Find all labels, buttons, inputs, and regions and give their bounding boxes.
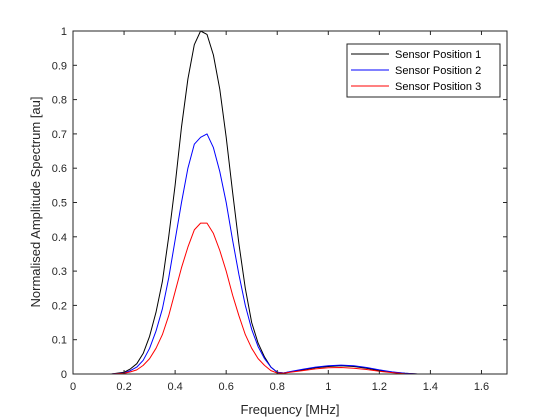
y-tick-label: 0: [61, 369, 67, 381]
x-tick-label: 1.2: [372, 381, 387, 393]
x-tick-label: 0.6: [219, 381, 234, 393]
x-axis-label: Frequency [MHz]: [241, 402, 340, 417]
legend-label-1: Sensor Position 1: [395, 49, 481, 61]
series-line-2: [73, 133, 507, 375]
y-axis-label: Normalised Amplitude Spectrum [au]: [28, 97, 43, 308]
x-tick-label: 0.2: [116, 381, 131, 393]
y-tick-label: 0.2: [52, 300, 67, 312]
y-tick-label: 0.3: [52, 266, 67, 278]
x-tick-label: 0: [70, 381, 76, 393]
y-tick-label: 1: [61, 26, 67, 38]
series-line-3: [73, 222, 507, 375]
legend[interactable]: Sensor Position 1 Sensor Position 2 Sensor…: [346, 43, 501, 98]
legend-label-2: Sensor Position 2: [395, 65, 481, 77]
y-tick-label: 0.6: [52, 163, 67, 175]
axes-box: [72, 30, 508, 375]
x-tick-label: 0.8: [270, 381, 285, 393]
series-layer: [73, 30, 507, 375]
y-tick-label: 0.1: [52, 335, 67, 347]
legend-label-3: Sensor Position 3: [395, 81, 481, 93]
x-tick-label: 1: [325, 381, 331, 393]
y-tick-label: 0.5: [52, 198, 67, 210]
series-line-1: [73, 30, 507, 375]
y-tick-label: 0.8: [52, 95, 67, 107]
x-tick-label: 0.4: [167, 381, 182, 393]
y-tick-label: 0.4: [52, 232, 67, 244]
x-tick-label: 1.4: [423, 381, 438, 393]
x-tick-label: 1.6: [474, 381, 489, 393]
y-tick-label: 0.9: [52, 60, 67, 72]
ticks-layer: 0 0.2 0.4 0.6 0.8 1 1.2 1.4 1.6 0 0.1 0.2 0.3 0.4 0.5 0…: [52, 26, 507, 393]
y-tick-label: 0.7: [52, 129, 67, 141]
